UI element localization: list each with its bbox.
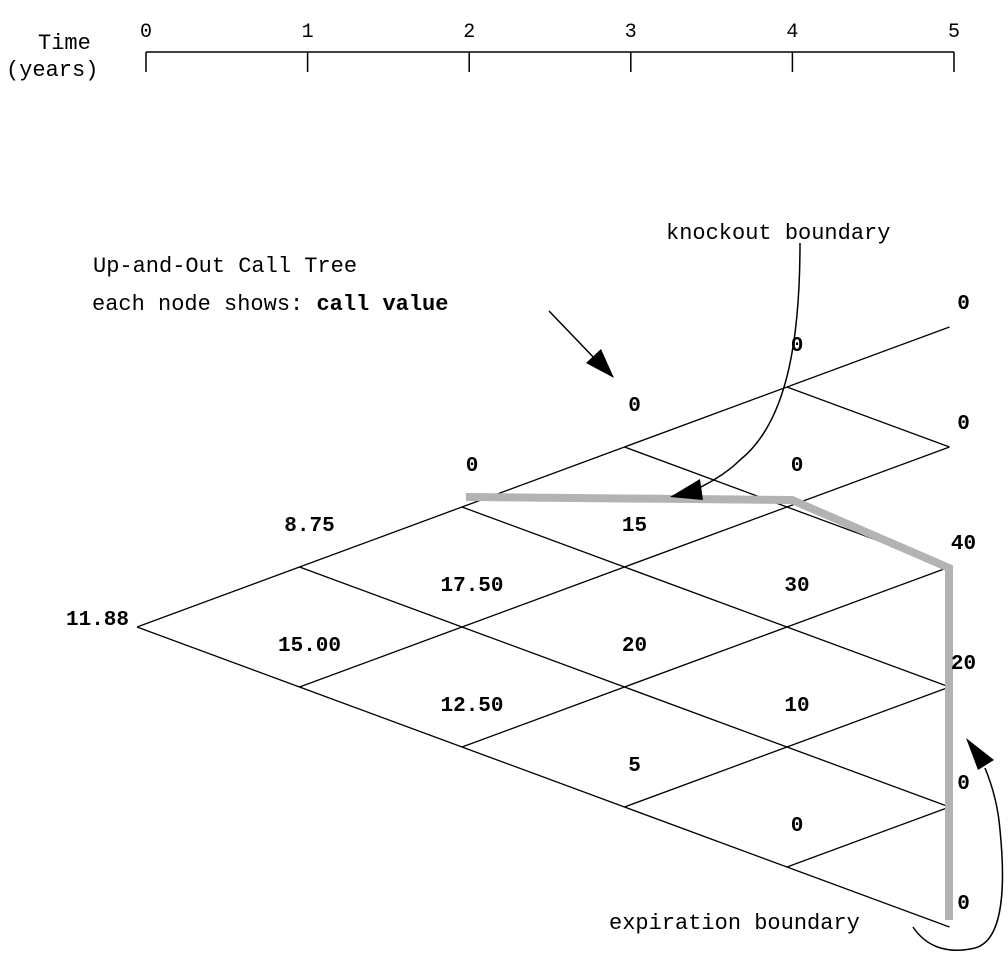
expiration-arrow (912, 738, 1004, 951)
node-value-label: 8.75 (284, 515, 334, 538)
tree-branch-up (624, 506, 788, 568)
tree-branch-down (624, 806, 788, 868)
tree-branch-up (136, 566, 300, 628)
time-tick-label: 3 (625, 21, 637, 44)
tree-lattice (136, 326, 950, 928)
node-value-label: 15 (622, 515, 647, 538)
tree-branch-down (624, 686, 788, 748)
subtitle-prefix: each node shows: (92, 292, 316, 317)
tree-branch-down (299, 686, 463, 748)
tree-branch-down (786, 866, 950, 928)
node-value-label: 17.50 (440, 575, 503, 598)
node-value-label: 30 (784, 575, 809, 598)
tree-branch-up (299, 626, 463, 688)
node-value-label: 0 (957, 413, 970, 436)
node-value-label: 15.00 (278, 635, 341, 658)
knockout-expiration-boundary (465, 493, 953, 920)
tree-branch-up (786, 806, 950, 868)
node-value-label: 10 (784, 695, 809, 718)
time-tick-label: 1 (302, 21, 314, 44)
tree-branch-down (786, 386, 950, 448)
tree-branch-up (624, 746, 788, 808)
tree-branch-down (786, 746, 950, 808)
node-value-label: 40 (951, 533, 976, 556)
tree-branch-up (624, 626, 788, 688)
tree-branch-up (786, 686, 950, 748)
time-axis-label: Time (38, 31, 91, 56)
node-value-label: 12.50 (440, 695, 503, 718)
tree-branch-down (624, 566, 788, 628)
timeline: Time (years) 0 1 2 3 4 5 (6, 21, 960, 83)
expiration-boundary-label: expiration boundary (609, 911, 860, 936)
node-value-label: 0 (957, 893, 970, 916)
time-axis-unit: (years) (6, 58, 98, 83)
node-value-label: 0 (957, 773, 970, 796)
knockout-arrow (670, 242, 801, 500)
node-value-label: 0 (791, 455, 804, 478)
tree-branch-down (461, 746, 625, 808)
tree-node-labels: 11.88 15.00 8.75 12.50 17.50 0 5 20 15 0 0 10 30 0 0 0 0… (66, 293, 976, 916)
time-tick-label: 0 (140, 21, 152, 44)
tree-branch-up (786, 326, 950, 388)
tree-branch-up (461, 686, 625, 748)
node-value-label: 0 (791, 815, 804, 838)
diagram-subtitle: each node shows: call value (92, 292, 448, 317)
tree-branch-down (136, 626, 300, 688)
pointer-arrow (548, 310, 614, 378)
node-value-label: 5 (628, 755, 641, 778)
node-value-label: 11.88 (66, 609, 129, 632)
tree-branch-down (786, 626, 950, 688)
tree-branch-down (461, 626, 625, 688)
time-tick-label: 5 (948, 21, 960, 44)
node-value-label: 0 (466, 455, 479, 478)
knockout-boundary-label: knockout boundary (666, 221, 890, 246)
node-value-label: 20 (951, 653, 976, 676)
tree-branch-down (299, 566, 463, 628)
tree-branch-up (786, 566, 950, 628)
time-tick-label: 2 (463, 21, 475, 44)
tree-branch-up (624, 386, 788, 448)
node-value-label: 0 (957, 293, 970, 316)
tree-branch-down (461, 506, 625, 568)
diagram-title: Up-and-Out Call Tree (93, 254, 357, 279)
tree-branch-up (786, 446, 950, 508)
tree-branch-up (461, 566, 625, 628)
tree-branch-up (299, 506, 463, 568)
time-tick-label: 4 (786, 21, 798, 44)
time-axis-ticks: 0 1 2 3 4 5 (140, 21, 960, 72)
subtitle-bold: call value (316, 292, 448, 317)
node-value-label: 0 (628, 395, 641, 418)
node-value-label: 20 (622, 635, 647, 658)
